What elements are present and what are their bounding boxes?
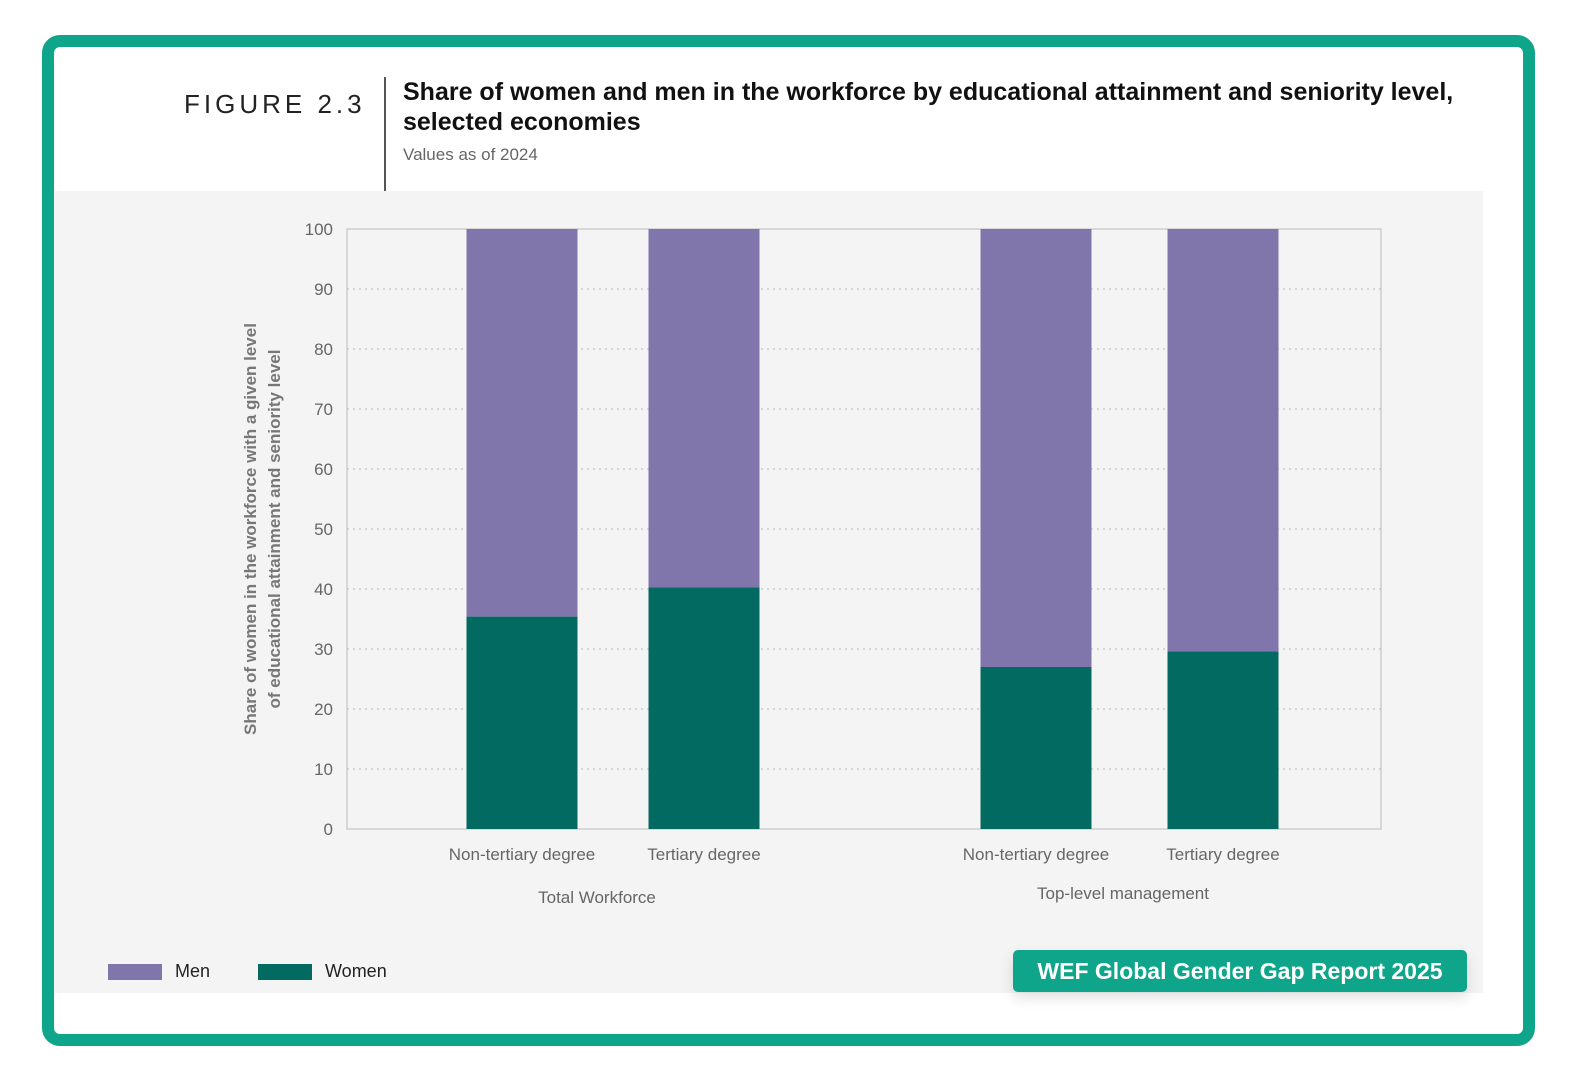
group-label: Top-level management [1037,884,1209,903]
source-badge: WEF Global Gender Gap Report 2025 [1013,950,1467,992]
figure-label: FIGURE 2.3 [184,89,366,119]
bar-women [1167,651,1279,829]
bar-men [1167,229,1279,652]
bar-men [648,229,760,588]
group-label: Total Workforce [538,888,656,907]
y-tick-label: 90 [314,280,333,299]
y-axis-label: Share of women in the workforce with a g… [241,323,260,735]
y-tick-label: 80 [314,340,333,359]
y-tick-label: 40 [314,580,333,599]
figure-frame: FIGURE 2.3 Share of women and men in the… [42,35,1535,1046]
legend-swatch-women [258,963,313,980]
y-tick-label: 20 [314,700,333,719]
legend: Men Women [108,961,435,982]
legend-label-women: Women [325,961,387,981]
y-tick-label: 10 [314,760,333,779]
y-axis-label: of educational attainment and seniority … [265,350,284,709]
x-tick-label: Tertiary degree [1166,845,1279,864]
stacked-bar-chart: 0 10 20 30 40 50 60 70 80 90 100 Non-tertiary degre… [241,220,1382,907]
x-tick-label: Non-tertiary degree [449,845,595,864]
bar-men [466,229,578,617]
chart-title: Share of women and men in the workforce … [403,78,1454,136]
x-tick-label: Non-tertiary degree [963,845,1109,864]
bar-women [980,667,1092,829]
legend-item-men: Men [108,961,210,982]
y-tick-label: 60 [314,460,333,479]
bar-men [980,229,1092,667]
x-tick-label: Tertiary degree [647,845,760,864]
legend-label-men: Men [175,961,211,981]
y-tick-label: 0 [324,820,333,839]
y-tick-label: 70 [314,400,333,419]
y-tick-label: 30 [314,640,333,659]
legend-item-women: Women [258,961,387,982]
legend-swatch-men [108,963,162,980]
y-tick-label: 100 [305,220,333,239]
header-divider [384,77,386,191]
bar-women [648,587,760,829]
chart-subtitle: Values as of 2024 [403,145,538,164]
y-tick-label: 50 [314,520,333,539]
bar-women [466,616,578,829]
